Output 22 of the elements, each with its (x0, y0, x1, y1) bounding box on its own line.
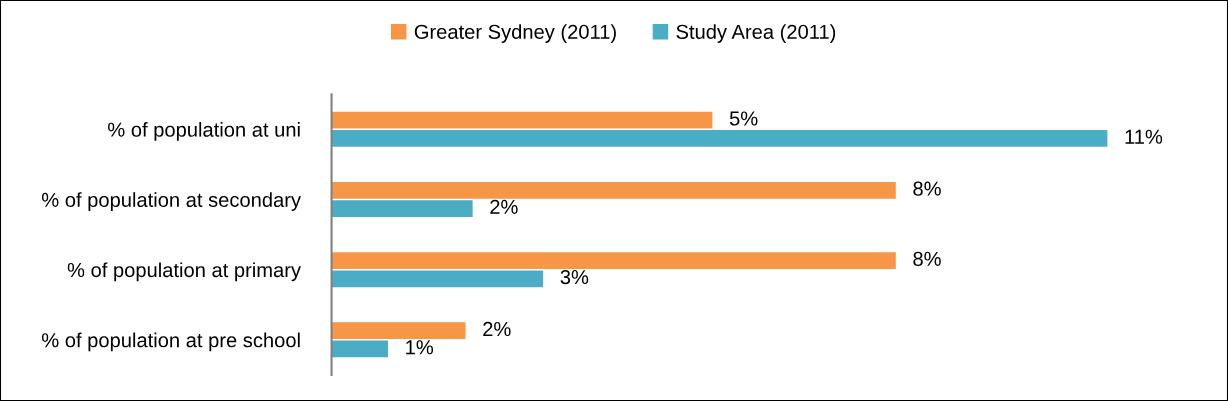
y-tick-label: % of population at pre school (42, 332, 300, 352)
data-label: 8% (913, 251, 941, 266)
y-tick-label: % of population at secondary (42, 192, 301, 211)
bar (331, 322, 466, 340)
data-label: 2% (483, 321, 511, 337)
legend-label: Study Area (2011) (676, 24, 836, 43)
data-label: 8% (913, 181, 941, 196)
data-label: 3% (560, 269, 589, 285)
data-label: 5% (729, 111, 758, 126)
bar (331, 130, 1108, 147)
bar (331, 111, 713, 129)
data-label: 1% (406, 340, 434, 355)
data-label: 11% (1125, 129, 1163, 144)
bar (331, 200, 473, 218)
data-label: 2% (490, 199, 518, 214)
bar (331, 270, 544, 288)
y-tick-label: % of population at uni (108, 122, 300, 141)
bar (331, 340, 388, 358)
bar (331, 181, 896, 199)
bar (331, 252, 896, 269)
y-tick-label: % of population at primary (67, 262, 301, 282)
legend-label: Greater Sydney (2011) (414, 24, 616, 43)
